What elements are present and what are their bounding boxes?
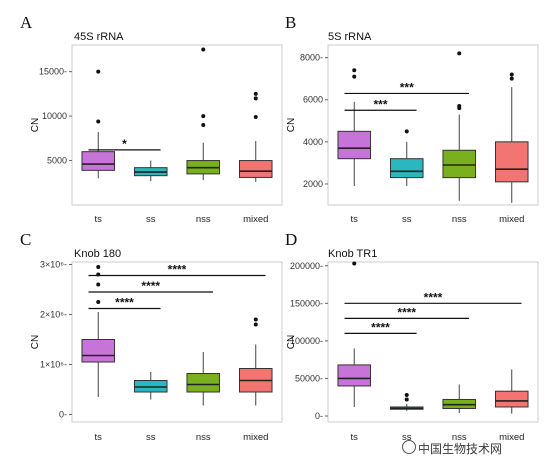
significance-label: **** [115, 296, 134, 310]
y-tick-label: 150000- [290, 298, 323, 308]
panel-D: D Knob TR1 0- 50000- 100000- 150000- 200000- CN… [285, 230, 539, 443]
outlier-point [96, 69, 101, 74]
x-tick-label: ts [351, 214, 359, 225]
outlier-point [96, 265, 101, 269]
panel-title: Knob 180 [74, 248, 121, 260]
panel-title: 5S rRNA [328, 31, 372, 43]
box-ts [81, 339, 116, 363]
plot-area [71, 44, 283, 206]
x-tick-label: mixed [243, 214, 268, 225]
panel-letter: C [20, 230, 31, 249]
significance-label: *** [400, 80, 414, 94]
box-ts [81, 151, 116, 171]
outlier-point [96, 300, 101, 304]
x-tick-label: nss [452, 214, 467, 225]
outlier-point [509, 76, 514, 81]
box-nss [442, 149, 477, 179]
box-ts [337, 130, 372, 160]
y-tick-label: 1×10⁶- [40, 360, 67, 370]
outlier-point [253, 115, 258, 119]
y-tick-label: 0- [315, 411, 323, 421]
outlier-point [457, 106, 462, 111]
outlier-point [404, 392, 409, 397]
significance-label: **** [141, 279, 160, 293]
panel-title: 45S rRNA [74, 31, 124, 43]
y-tick-label: 2000 [303, 179, 323, 189]
box-ts [337, 364, 372, 387]
significance-label: *** [373, 97, 387, 111]
y-tick-label: 50000- [295, 373, 323, 383]
x-tick-label: ss [146, 214, 156, 225]
y-tick-label: 5000 [47, 156, 67, 166]
y-tick-label: 2×10⁶- [40, 310, 67, 320]
x-tick-label: ss [146, 432, 156, 443]
significance-label: * [122, 137, 127, 151]
outlier-point [352, 68, 357, 73]
box-ss [389, 158, 424, 179]
x-tick-label: mixed [243, 432, 268, 443]
outlier-point [253, 317, 258, 322]
outlier-point [96, 119, 101, 124]
outlier-point [509, 72, 514, 77]
box-mixed [494, 390, 529, 408]
x-tick-label: ss [402, 214, 412, 225]
y-tick-label: 4000 [303, 137, 323, 147]
y-tick-label: 3×10⁶- [40, 260, 67, 270]
box-mixed [238, 160, 273, 178]
outlier-point [253, 322, 258, 327]
outlier-point [253, 91, 258, 96]
y-axis-title: CN [30, 118, 41, 132]
outlier-point [404, 129, 409, 134]
y-tick-label: 10000 [42, 111, 67, 121]
x-tick-label: ss [402, 432, 412, 443]
significance-label: **** [424, 290, 443, 304]
x-tick-label: ts [95, 432, 103, 443]
y-tick-label: 0- [59, 410, 67, 420]
panel-letter: D [285, 230, 297, 249]
wechat-icon [402, 440, 416, 454]
outlier-point [352, 74, 357, 79]
y-axis-title: CN [286, 118, 297, 132]
significance-label: **** [397, 305, 416, 319]
x-tick-label: nss [196, 432, 211, 443]
outlier-point [96, 282, 101, 287]
outlier-point [201, 123, 206, 127]
x-tick-label: nss [452, 432, 467, 443]
y-tick-label: 100000- [290, 336, 323, 346]
outlier-point [201, 114, 206, 119]
y-axis-title: CN [30, 335, 41, 349]
y-axis-title: CN [286, 335, 297, 349]
outlier-point [253, 96, 258, 101]
y-tick-label: 15000- [39, 67, 67, 77]
outlier-point [352, 261, 357, 266]
panel-C: C Knob 180 0- 1×10⁶- 2×10⁶- 3×10⁶- CN ts ss nss mi… [20, 230, 283, 443]
panel-letter: A [20, 13, 33, 32]
panel-letter: B [285, 13, 296, 32]
significance-label: **** [168, 263, 187, 277]
box-mixed [494, 141, 529, 183]
outlier-point [457, 51, 462, 56]
significance-label: **** [371, 320, 390, 334]
x-tick-label: ts [351, 432, 359, 443]
y-tick-label: 6000 [303, 95, 323, 105]
x-tick-label: nss [196, 214, 211, 225]
y-tick-label: 200000- [290, 261, 323, 271]
outlier-point [404, 397, 409, 402]
x-tick-label: ts [95, 214, 103, 225]
y-tick-label: 8000- [300, 53, 323, 63]
panel-B: B 5S rRNA 2000 4000 6000 8000- CN ts ss nss mixed *… [285, 13, 539, 225]
watermark-text: 中国生物技术网 [418, 442, 503, 456]
box-nss [186, 373, 221, 393]
x-tick-label: mixed [499, 214, 524, 225]
x-tick-label: mixed [499, 432, 524, 443]
panel-title: Knob TR1 [328, 248, 377, 260]
panel-A: A 45S rRNA 5000 10000 15000- CN ts ss nss mixed * [20, 13, 283, 225]
outlier-point [201, 47, 206, 52]
